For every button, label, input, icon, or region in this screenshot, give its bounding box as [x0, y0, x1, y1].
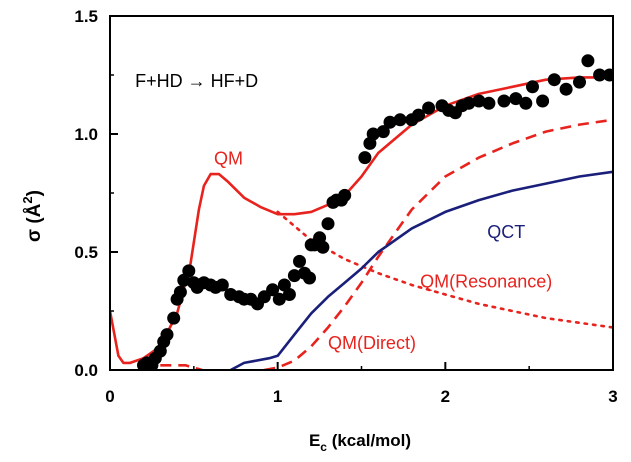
data-point [482, 96, 496, 110]
x-axis-label-main: E [309, 431, 320, 450]
y-axis-label-superscript: 2 [20, 196, 35, 203]
x-tick-label: 3 [608, 387, 617, 406]
x-tick-label: 1 [273, 387, 282, 406]
y-tick-label: 1.5 [74, 7, 98, 26]
y-tick-label: 0.0 [74, 361, 98, 380]
data-point [509, 92, 523, 106]
y-tick-label: 1.0 [74, 125, 98, 144]
data-point [393, 113, 407, 127]
data-point [287, 269, 301, 283]
data-point [536, 94, 550, 108]
data-point [383, 115, 397, 129]
x-axis-label-units: (kcal/mol) [327, 431, 411, 450]
y-axis: 0.0 0.5 1.0 1.5 [74, 7, 118, 380]
series-line-4-solid [230, 170, 613, 370]
data-point [266, 283, 280, 297]
data-point [160, 328, 174, 342]
series-line-2-dotted [276, 210, 613, 329]
data-point [497, 94, 511, 108]
data-point [472, 94, 486, 108]
y-axis-label-close: ) [24, 190, 45, 196]
data-point [559, 82, 573, 96]
y-axis-label: σ (Å2) [20, 190, 45, 242]
annotation: QM [214, 149, 243, 169]
data-point [182, 264, 196, 278]
data-point [321, 217, 335, 231]
data-point [603, 68, 613, 82]
data-point [422, 101, 436, 115]
annotation: F+HD → HF+D [135, 71, 258, 91]
plot-area [110, 54, 613, 370]
x-tick-label: 0 [105, 387, 114, 406]
annotation: QCT [487, 222, 525, 242]
data-point [581, 54, 595, 68]
x-tick-label: 2 [441, 387, 450, 406]
series-line-5-dashed [160, 364, 203, 370]
data-point [526, 80, 539, 94]
data-point [412, 108, 425, 122]
series-line-1-solid [110, 76, 613, 365]
data-point [366, 127, 380, 141]
annotations: F+HD → HF+D QM QCT QM(Resonance) QM(Direct) [135, 71, 552, 353]
data-point [376, 125, 390, 139]
data-point [519, 96, 533, 110]
data-point [282, 288, 296, 301]
x-axis-label: Ec (kcal/mol) [309, 431, 411, 454]
data-point [547, 73, 561, 87]
data-point [593, 68, 607, 82]
data-point [215, 278, 229, 292]
data-point [358, 151, 372, 165]
x-axis: 0 1 2 3 [105, 362, 618, 406]
data-point [293, 254, 306, 268]
annotation: QM(Resonance) [420, 271, 552, 291]
data-point [272, 292, 286, 306]
data-point [462, 96, 476, 110]
data-point [173, 285, 187, 299]
data-point [338, 188, 352, 202]
data-point [303, 271, 316, 285]
x-axis-label-subscript: c [320, 440, 327, 454]
data-point [573, 75, 586, 89]
y-axis-label-main: σ (Å [24, 203, 45, 242]
data-point [316, 240, 330, 254]
data-point [167, 311, 181, 325]
annotation: QM(Direct) [328, 333, 416, 353]
y-tick-label: 0.5 [74, 243, 98, 262]
